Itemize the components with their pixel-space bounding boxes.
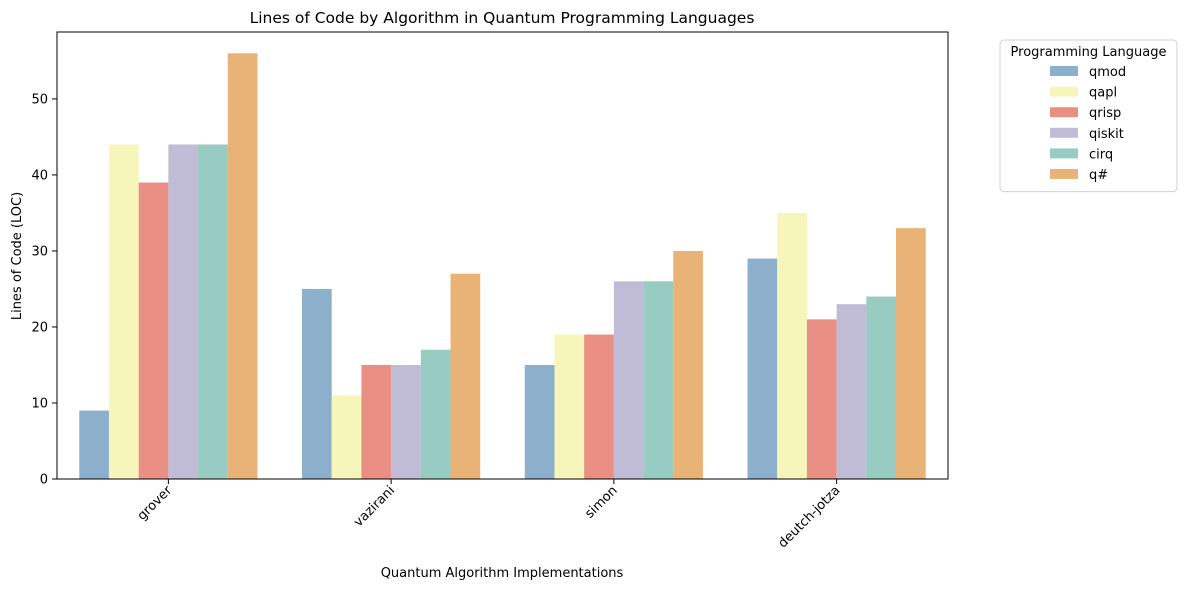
bar-cirq-deutch-jotza (866, 296, 897, 479)
bar-qrisp-simon (584, 334, 614, 479)
bar-qapl-vazirani (331, 395, 362, 479)
legend-box (999, 39, 1178, 193)
legend-swatch-qiskit (1050, 127, 1078, 138)
legend: Programming Language qmod qapl qrisp qiskit c… (999, 39, 1178, 193)
y-tick-label: 30 (31, 244, 48, 259)
legend-label-qapl: qapl (1089, 86, 1117, 101)
legend-label-qmod: qmod (1089, 65, 1126, 80)
legend-swatch-qmod (1050, 66, 1078, 76)
bar-qapl-deutch-jotza (777, 212, 807, 479)
bar-qsharp-grover (227, 53, 258, 479)
bar-qrisp-deutch-jotza (806, 319, 837, 479)
bar-qapl-grover (108, 144, 139, 479)
y-axis-label: Lines of Code (LOC) (10, 192, 25, 320)
legend-label-qrisp: qrisp (1089, 106, 1121, 121)
y-tick-label: 50 (31, 92, 48, 107)
y-axis: 0 10 20 30 40 50 (31, 92, 57, 488)
chart-title: Lines of Code by Algorithm in Quantum Pr… (250, 9, 755, 27)
y-tick-label: 10 (31, 396, 48, 411)
legend-title: Programming Language (1011, 45, 1167, 60)
bar-qapl-simon (554, 334, 585, 479)
x-tick-label-grover: grover (135, 483, 176, 524)
bar-qsharp-simon (673, 250, 703, 479)
bar-cirq-grover (198, 144, 228, 479)
bar-cirq-vazirani (420, 349, 451, 479)
bar-qiskit-vazirani (391, 364, 421, 479)
bar-qrisp-grover (138, 182, 169, 479)
x-axis-label: Quantum Algorithm Implementations (381, 566, 624, 581)
x-tick-label-deutch-jotza: deutch-jotza (775, 483, 843, 551)
bar-qmod-vazirani (302, 288, 332, 479)
bar-qmod-simon (524, 364, 555, 479)
legend-label-qsharp: q# (1089, 168, 1108, 183)
bar-qsharp-deutch-jotza (896, 228, 926, 479)
bars-group (79, 53, 926, 479)
bar-cirq-simon (643, 281, 674, 479)
bar-qiskit-deutch-jotza (836, 304, 867, 479)
y-tick-label: 20 (31, 320, 48, 335)
x-tick-label-vazirani: vazirani (351, 483, 398, 530)
x-tick-label-simon: simon (582, 483, 620, 521)
legend-swatch-qrisp (1050, 107, 1078, 118)
x-axis: grover vazirani simon deutch-jotza (135, 479, 843, 551)
bar-qiskit-grover (168, 144, 199, 479)
y-tick-label: 40 (31, 168, 48, 183)
bar-qsharp-vazirani (450, 273, 481, 479)
plot-frame (56, 31, 949, 480)
legend-swatch-cirq (1050, 148, 1078, 159)
bar-qiskit-simon (613, 281, 644, 479)
legend-label-qiskit: qiskit (1089, 127, 1124, 142)
bar-qmod-deutch-jotza (747, 258, 778, 479)
legend-label-cirq: cirq (1089, 147, 1113, 162)
bar-qmod-grover (79, 410, 109, 479)
bar-qrisp-vazirani (361, 364, 392, 479)
legend-swatch-qsharp (1050, 169, 1078, 179)
legend-swatch-qapl (1050, 86, 1078, 97)
y-tick-label: 0 (40, 473, 48, 488)
